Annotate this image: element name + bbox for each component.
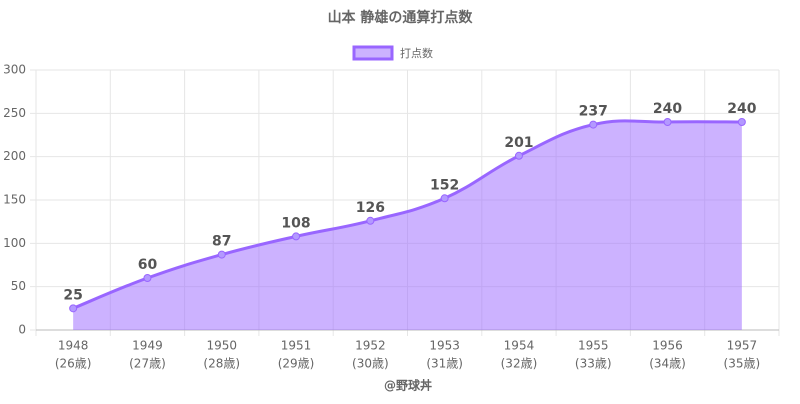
x-tick-label: 1949 [132,339,163,353]
x-tick-sublabel: (32歳) [501,357,538,371]
x-tick-sublabel: (26歳) [55,357,92,371]
data-label: 201 [504,135,533,151]
data-label: 60 [138,257,158,273]
legend-label: 打点数 [400,46,433,60]
point [143,274,152,282]
x-tick-sublabel: (27歳) [129,357,166,371]
x-tick-label: 1951 [281,339,312,353]
x-tick-label: 1957 [727,339,758,353]
y-tick-label: 50 [11,279,26,293]
y-tick-label: 250 [3,106,26,120]
x-tick-sublabel: (31歳) [426,357,463,371]
point [292,232,301,241]
data-label: 126 [356,200,385,216]
point [440,194,449,203]
y-tick-label: 150 [3,193,26,207]
point [217,250,226,259]
point [737,118,746,126]
x-tick-sublabel: (33歳) [575,357,612,371]
x-tick-label: 1956 [652,339,683,353]
point [69,304,78,313]
x-tick-label: 1948 [58,339,89,353]
x-tick-label: 1954 [504,339,535,353]
x-tick-label: 1952 [355,339,386,353]
x-tick-sublabel: (35歳) [724,357,761,371]
point [514,151,523,160]
data-label: 108 [281,215,310,231]
x-tick-label: 1953 [429,339,460,353]
y-tick-label: 100 [3,236,26,250]
footer: @野球丼 [384,378,432,393]
data-label: 87 [212,234,231,250]
y-tick-label: 300 [3,63,26,77]
data-label: 240 [653,101,682,117]
point [589,120,598,129]
data-label: 237 [579,104,608,120]
data-label: 25 [63,287,82,303]
x-tick-sublabel: (29歳) [278,357,315,371]
legend-swatch [352,45,394,61]
y-tick-label: 200 [3,149,26,163]
x-tick-sublabel: (28歳) [203,357,240,371]
data-label: 240 [727,101,756,117]
x-tick-sublabel: (34歳) [649,357,686,371]
point [663,118,672,126]
area-fill [73,120,742,330]
x-tick-label: 1955 [578,339,609,353]
data-label: 152 [430,177,459,193]
x-tick-label: 1950 [206,339,237,353]
line [72,119,742,310]
x-tick-sublabel: (30歳) [352,357,389,371]
point [366,216,375,225]
y-tick-label: 0 [18,323,26,337]
chart-title: 山本 静雄の通算打点数 [328,9,474,26]
